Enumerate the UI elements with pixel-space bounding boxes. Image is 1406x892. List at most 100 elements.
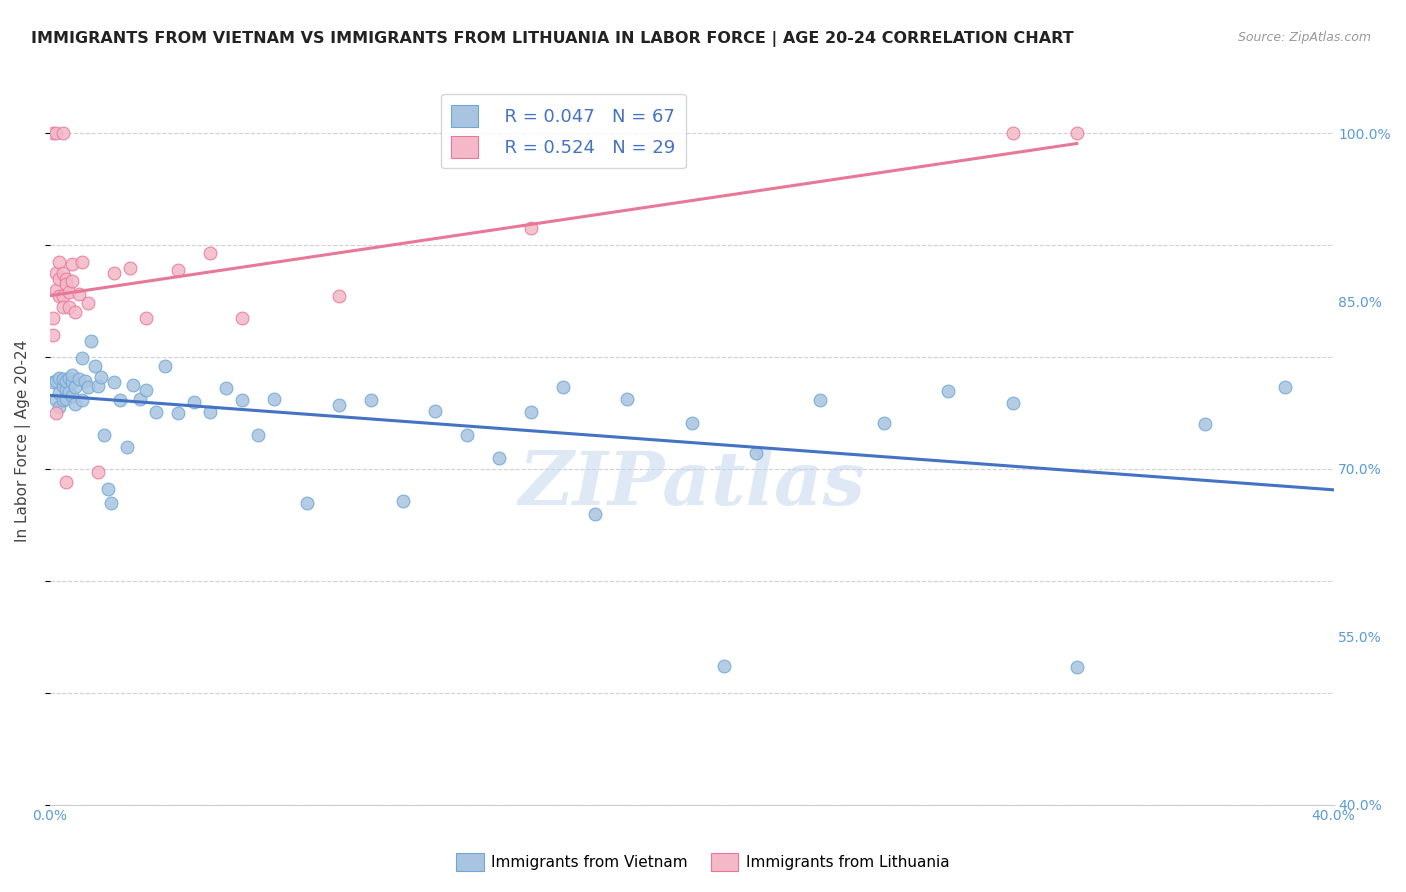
Point: [520, 405, 543, 419]
Point: [80, 334, 103, 349]
Point: [167, 406, 190, 420]
Point: [135, 383, 157, 397]
Point: [423, 404, 446, 418]
Point: [70, 255, 93, 269]
Point: [42, 375, 65, 389]
Point: [938, 384, 960, 398]
Point: [745, 446, 768, 460]
Point: [90, 370, 112, 384]
Point: [1001, 396, 1024, 410]
Point: [60, 375, 83, 389]
Point: [52, 300, 75, 314]
Point: [55, 392, 77, 406]
Point: [215, 381, 238, 395]
Point: [48, 288, 70, 302]
Point: [58, 384, 80, 399]
Point: [55, 383, 77, 397]
Legend:   R = 0.047   N = 67,   R = 0.524   N = 29: R = 0.047 N = 67, R = 0.524 N = 29: [440, 94, 686, 169]
Point: [45, 406, 67, 420]
Point: [42, 327, 65, 342]
Point: [391, 494, 413, 508]
Point: [488, 450, 510, 465]
Point: [200, 246, 222, 260]
Point: [48, 272, 70, 286]
Point: [295, 495, 318, 509]
Point: [583, 507, 606, 521]
Text: Source: ZipAtlas.com: Source: ZipAtlas.com: [1237, 31, 1371, 45]
Point: [231, 392, 253, 407]
Point: [45, 266, 67, 280]
Point: [60, 389, 83, 403]
Point: [67, 372, 90, 386]
Point: [1066, 127, 1088, 141]
Point: [553, 380, 575, 394]
Point: [42, 310, 65, 325]
Point: [48, 255, 70, 269]
Point: [48, 401, 70, 415]
Point: [58, 371, 80, 385]
Point: [87, 379, 110, 393]
Point: [67, 287, 90, 301]
Point: [808, 392, 831, 407]
Point: [52, 372, 75, 386]
Point: [70, 392, 93, 407]
Point: [247, 428, 270, 442]
Point: [145, 405, 167, 419]
Point: [100, 495, 122, 509]
Point: [1001, 127, 1024, 141]
Point: [60, 274, 83, 288]
Point: [55, 277, 77, 292]
Point: [263, 392, 285, 406]
Point: [616, 392, 638, 406]
Point: [128, 392, 150, 406]
Point: [155, 359, 177, 373]
Point: [45, 283, 67, 297]
Point: [456, 428, 478, 442]
Point: [45, 127, 67, 141]
Point: [118, 260, 141, 275]
Point: [360, 392, 382, 407]
Point: [122, 378, 145, 392]
Point: [65, 380, 87, 394]
Point: [60, 368, 83, 382]
Y-axis label: In Labor Force | Age 20-24: In Labor Force | Age 20-24: [15, 340, 31, 542]
Text: ZIPatlas: ZIPatlas: [519, 449, 865, 521]
Point: [110, 392, 132, 407]
Point: [77, 380, 100, 394]
Point: [83, 359, 105, 373]
Point: [1066, 660, 1088, 674]
Point: [48, 371, 70, 385]
Point: [93, 428, 115, 442]
Point: [52, 392, 75, 407]
Point: [135, 310, 157, 325]
Point: [65, 305, 87, 319]
Point: [70, 351, 93, 366]
Point: [231, 310, 253, 325]
Point: [42, 127, 65, 141]
Point: [713, 659, 735, 673]
Point: [115, 440, 138, 454]
Point: [58, 300, 80, 314]
Point: [45, 392, 67, 407]
Point: [520, 221, 543, 235]
Point: [48, 385, 70, 400]
Point: [55, 475, 77, 490]
Point: [55, 374, 77, 388]
Point: [1274, 380, 1296, 394]
Point: [200, 405, 222, 419]
Point: [65, 397, 87, 411]
Point: [167, 263, 190, 277]
Point: [103, 266, 125, 280]
Point: [96, 482, 118, 496]
Point: [58, 285, 80, 300]
Point: [45, 374, 67, 388]
Point: [52, 127, 75, 141]
Point: [52, 266, 75, 280]
Point: [183, 395, 205, 409]
Point: [873, 416, 896, 430]
Point: [1194, 417, 1216, 432]
Point: [55, 272, 77, 286]
Point: [328, 288, 350, 302]
Legend: Immigrants from Vietnam, Immigrants from Lithuania: Immigrants from Vietnam, Immigrants from…: [450, 847, 956, 877]
Point: [73, 374, 96, 388]
